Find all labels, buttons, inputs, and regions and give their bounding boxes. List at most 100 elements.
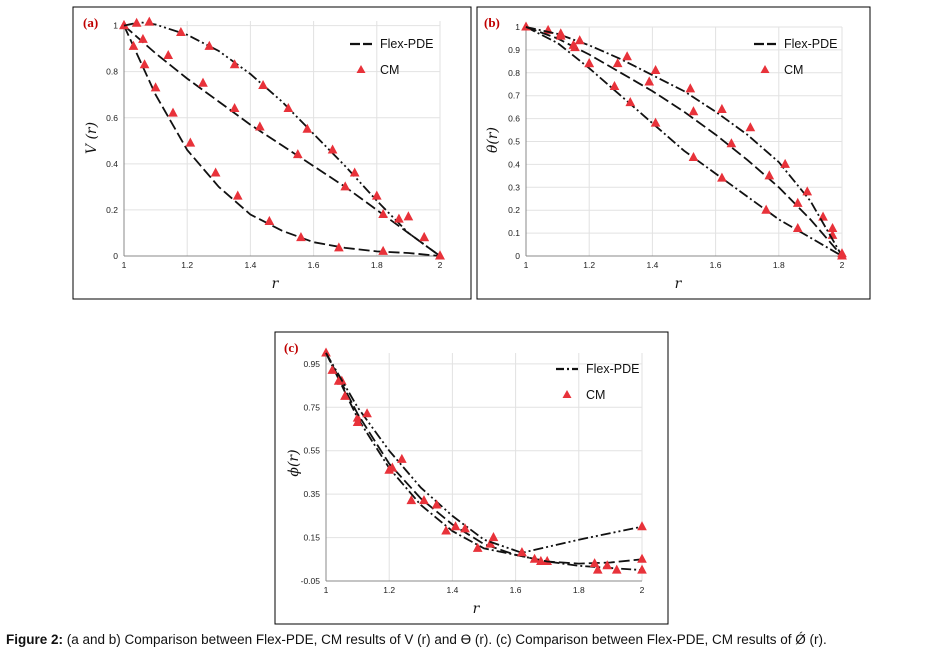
cm-marker — [131, 17, 142, 27]
cm-marker — [685, 83, 696, 93]
cm-marker — [352, 416, 363, 426]
cm-marker — [378, 245, 388, 255]
y-tick-label: 0.1 — [508, 228, 520, 238]
x-axis-label: r — [473, 601, 481, 617]
cm-marker — [609, 80, 620, 91]
cm-marker — [397, 453, 407, 463]
cm-marker — [717, 172, 727, 182]
cm-marker — [296, 232, 306, 242]
y-tick-label: 0.4 — [508, 159, 520, 169]
y-tick-label: 0.35 — [303, 489, 320, 499]
chart-panel-3: 1 1.2 1.4 1.6 1.8 2 -0.05 0.15 0.35 0.55 0.75 0.95 r… — [274, 331, 669, 625]
cm-marker — [327, 364, 338, 374]
cm-marker — [204, 40, 215, 50]
x-tick-label: 1.6 — [710, 260, 722, 270]
x-tick-label: 1.8 — [573, 585, 585, 595]
x-tick-label: 1.2 — [583, 260, 595, 270]
cm-marker — [827, 222, 838, 233]
legend-label-flexpde: Flex-PDE — [380, 37, 433, 51]
cm-marker — [592, 564, 603, 574]
cm-marker — [792, 197, 803, 207]
legend-marker-swatch — [356, 65, 366, 73]
cm-marker — [555, 28, 566, 38]
cm-marker — [394, 213, 404, 223]
x-tick-label: 2 — [840, 260, 845, 270]
cm-marker — [644, 76, 655, 86]
legend: Flex-PDE CM — [754, 37, 837, 77]
cm-marker — [362, 408, 372, 418]
cm-marker — [488, 532, 499, 542]
x-tick-label: 1 — [122, 260, 127, 270]
cm-marker — [625, 97, 636, 107]
cm-marker — [419, 232, 430, 242]
cm-marker — [435, 250, 445, 260]
y-tick-label: 0.9 — [508, 45, 520, 55]
cm-marker — [517, 547, 527, 557]
cm-marker — [150, 82, 161, 92]
cm-marker — [761, 204, 771, 214]
legend-label-cm: CM — [784, 63, 803, 77]
cm-marker — [168, 107, 178, 117]
cm-marker — [441, 525, 451, 535]
y-tick-label: 0.6 — [106, 113, 118, 123]
cm-marker — [210, 167, 221, 177]
cm-marker — [419, 495, 429, 505]
legend-label-cm: CM — [380, 63, 399, 77]
panel-frame — [72, 6, 472, 300]
x-tick-label: 2 — [640, 585, 645, 595]
y-tick-label: 0.5 — [508, 137, 520, 147]
cm-marker — [255, 121, 265, 131]
cm-marker — [472, 542, 483, 552]
cm-marker — [688, 151, 699, 162]
panel-label: (c) — [284, 340, 298, 355]
cm-marker — [637, 564, 647, 574]
legend: Flex-PDE CM — [556, 362, 639, 402]
series-line — [123, 25, 441, 257]
x-tick-label: 1.4 — [446, 585, 458, 595]
x-tick-label: 1.6 — [308, 260, 320, 270]
y-axis-label: θ(r) — [485, 127, 501, 153]
cm-marker — [185, 137, 196, 147]
cm-marker — [802, 186, 813, 196]
legend-label-flexpde: Flex-PDE — [586, 362, 639, 376]
cm-marker — [650, 64, 661, 75]
cm-marker — [650, 117, 661, 127]
cm-marker — [622, 51, 632, 61]
y-tick-label: 0 — [113, 251, 118, 261]
y-tick-label: 0.8 — [106, 67, 118, 77]
cm-marker — [176, 26, 186, 37]
panel-frame — [476, 6, 871, 300]
cm-marker — [574, 35, 585, 45]
y-tick-label: 0.6 — [508, 114, 520, 124]
cm-marker — [232, 190, 243, 200]
legend-label-flexpde: Flex-PDE — [784, 37, 837, 51]
legend: Flex-PDE CM — [350, 37, 433, 77]
legend-marker-swatch — [760, 65, 770, 73]
cm-marker — [611, 564, 622, 574]
cm-marker — [198, 77, 208, 87]
cm-marker — [536, 555, 546, 565]
cm-marker — [406, 495, 417, 505]
cm-marker — [529, 553, 540, 563]
cm-marker — [302, 123, 313, 133]
x-tick-label: 1.8 — [371, 260, 383, 270]
cm-marker — [387, 462, 398, 472]
y-tick-label: 0.7 — [508, 91, 520, 101]
cm-marker — [139, 59, 150, 69]
x-axis-label: r — [272, 276, 280, 292]
cm-marker — [229, 102, 240, 113]
y-tick-label: 0.4 — [106, 159, 118, 169]
cm-marker — [327, 144, 338, 154]
cm-marker — [340, 390, 350, 400]
y-axis-label: ϕ(r) — [286, 449, 302, 476]
series-line — [123, 24, 441, 257]
chart-panel-2: 1 1.2 1.4 1.6 1.8 2 0 0.1 0.2 0.3 0.4 0.5 0.6 0.7 0.8 0… — [476, 6, 871, 300]
cm-marker — [637, 553, 647, 563]
cm-marker — [349, 167, 360, 177]
series-line — [325, 352, 643, 554]
series-line — [525, 26, 843, 257]
cm-marker — [333, 375, 344, 385]
cm-marker — [334, 242, 344, 252]
x-tick-label: 2 — [438, 260, 443, 270]
